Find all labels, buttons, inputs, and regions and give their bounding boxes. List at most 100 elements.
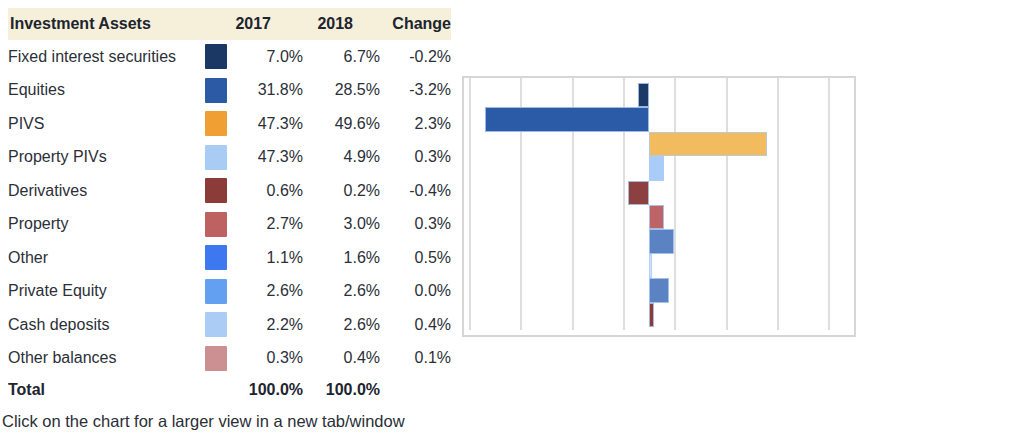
color-swatch <box>205 111 227 136</box>
value-2017: 0.6% <box>230 182 303 200</box>
chart-plot-area <box>464 78 854 335</box>
table-row: PIVS 47.3%49.6%2.3% <box>8 107 451 141</box>
asset-label: Cash deposits <box>8 316 200 334</box>
value-2017: 47.3% <box>230 115 303 133</box>
value-change: 0.4% <box>380 316 451 334</box>
asset-label: PIVS <box>8 115 200 133</box>
change-bar-chart[interactable] <box>462 76 856 337</box>
header-2017: 2017 <box>230 15 303 33</box>
color-swatch <box>205 279 227 304</box>
value-change: 0.5% <box>380 249 451 267</box>
value-change: 0.1% <box>380 349 451 367</box>
color-swatch <box>205 44 227 69</box>
table-row: Equities 31.8%28.5%-3.2% <box>8 74 451 108</box>
change-bar <box>649 254 652 278</box>
change-bar <box>485 107 649 131</box>
table-row: Property 2.7%3.0%0.3% <box>8 208 451 242</box>
value-2017: 7.0% <box>230 48 303 66</box>
header-investment-assets: Investment Assets <box>8 15 200 33</box>
value-change: -0.2% <box>380 48 451 66</box>
header-change: Change <box>380 15 451 33</box>
value-2017: 0.3% <box>230 349 303 367</box>
color-swatch <box>205 346 227 371</box>
asset-label: Private Equity <box>8 282 200 300</box>
value-2017: 2.7% <box>230 215 303 233</box>
table-row: Other 1.1%1.6%0.5% <box>8 241 451 275</box>
value-2018: 3.0% <box>303 215 380 233</box>
value-2018: 1.6% <box>303 249 380 267</box>
value-2017: 2.6% <box>230 282 303 300</box>
change-bar <box>649 205 664 229</box>
gridline <box>726 78 728 330</box>
color-swatch <box>205 312 227 337</box>
color-swatch <box>205 78 227 103</box>
value-2018: 0.4% <box>303 349 380 367</box>
value-change: 0.3% <box>380 215 451 233</box>
investment-assets-table: Investment Assets 2017 2018 Change Fixed… <box>8 8 451 405</box>
table-row: Fixed interest securities 7.0%6.7%-0.2% <box>8 40 451 74</box>
table-row: Cash deposits 2.2%2.6%0.4% <box>8 308 451 342</box>
asset-label: Derivatives <box>8 182 200 200</box>
change-bar <box>628 181 649 205</box>
swatch-cell <box>200 346 230 371</box>
color-swatch <box>205 145 227 170</box>
asset-label: Other balances <box>8 349 200 367</box>
value-change: 0.3% <box>380 148 451 166</box>
swatch-cell <box>200 212 230 237</box>
value-2017: 31.8% <box>230 81 303 99</box>
value-2018: 2.6% <box>303 316 380 334</box>
swatch-cell <box>200 111 230 136</box>
table-row: Derivatives 0.6%0.2%-0.4% <box>8 174 451 208</box>
gridline <box>674 78 676 330</box>
table-body: Fixed interest securities 7.0%6.7%-0.2% Eq… <box>8 40 451 375</box>
value-change: -0.4% <box>380 182 451 200</box>
chart-hint-text: Click on the chart for a larger view in … <box>2 412 405 431</box>
table-row: Other balances 0.3%0.4%0.1% <box>8 342 451 376</box>
change-bar <box>649 303 654 327</box>
total-2017: 100.0% <box>230 381 303 399</box>
asset-label: Fixed interest securities <box>8 48 200 66</box>
total-label: Total <box>8 381 200 399</box>
swatch-cell <box>200 178 230 203</box>
table-total-row: Total 100.0% 100.0% <box>8 375 451 405</box>
gridline <box>777 78 779 330</box>
asset-label: Other <box>8 249 200 267</box>
value-2017: 1.1% <box>230 249 303 267</box>
color-swatch <box>205 178 227 203</box>
change-bar <box>649 278 670 302</box>
value-2017: 2.2% <box>230 316 303 334</box>
gridline <box>828 78 830 330</box>
value-change: 0.0% <box>380 282 451 300</box>
swatch-cell <box>200 312 230 337</box>
value-change: 2.3% <box>380 115 451 133</box>
value-2017: 47.3% <box>230 148 303 166</box>
swatch-cell <box>200 245 230 270</box>
swatch-cell <box>200 145 230 170</box>
change-bar <box>649 229 675 253</box>
value-2018: 0.2% <box>303 182 380 200</box>
table-row: Property PIVs 47.3%4.9%0.3% <box>8 141 451 175</box>
color-swatch <box>205 212 227 237</box>
value-2018: 2.6% <box>303 282 380 300</box>
value-2018: 49.6% <box>303 115 380 133</box>
gridline <box>469 78 471 330</box>
value-change: -3.2% <box>380 81 451 99</box>
table-header-row: Investment Assets 2017 2018 Change <box>8 8 451 40</box>
swatch-cell <box>200 279 230 304</box>
swatch-cell <box>200 44 230 69</box>
asset-label: Property <box>8 215 200 233</box>
asset-label: Property PIVs <box>8 148 200 166</box>
change-bar <box>649 156 664 180</box>
value-2018: 4.9% <box>303 148 380 166</box>
color-swatch <box>205 245 227 270</box>
swatch-cell <box>200 78 230 103</box>
change-bar <box>638 83 648 107</box>
asset-label: Equities <box>8 81 200 99</box>
value-2018: 28.5% <box>303 81 380 99</box>
value-2018: 6.7% <box>303 48 380 66</box>
change-bar <box>649 132 767 156</box>
table-row: Private Equity2.6%2.6%0.0% <box>8 275 451 309</box>
header-2018: 2018 <box>303 15 380 33</box>
total-2018: 100.0% <box>303 381 380 399</box>
page: Investment Assets 2017 2018 Change Fixed… <box>0 0 1024 440</box>
